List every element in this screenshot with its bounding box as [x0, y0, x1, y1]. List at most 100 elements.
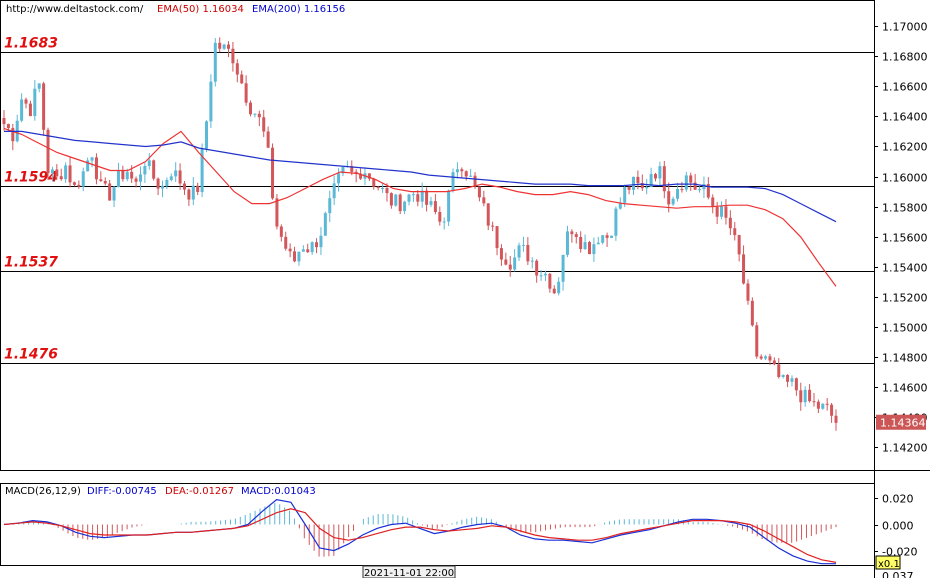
bear-candle — [746, 283, 750, 301]
bear-candle — [55, 169, 59, 177]
ema50-legend: EMA(50) 1.16034 — [157, 4, 244, 15]
time-label: 2021-11-01 22:00 — [364, 568, 454, 578]
bull-candle — [213, 42, 217, 82]
current-price-tag — [876, 414, 926, 430]
bear-candle — [121, 170, 125, 180]
bull-candle — [821, 403, 825, 409]
bear-candle — [570, 231, 574, 235]
bull-candle — [165, 179, 169, 186]
bear-candle — [103, 181, 107, 184]
bear-candle — [460, 169, 464, 172]
bear-candle — [574, 234, 578, 237]
bull-candle — [658, 166, 662, 179]
bull-candle — [543, 273, 547, 276]
bear-candle — [284, 236, 288, 249]
bull-candle — [649, 174, 653, 188]
bear-candle — [526, 244, 530, 262]
bear-candle — [46, 129, 50, 174]
bull-candle — [341, 166, 345, 174]
bear-candle — [376, 186, 380, 189]
bear-candle — [482, 197, 486, 204]
price-tick-label: 1.15800 — [882, 202, 928, 215]
bull-candle — [253, 113, 257, 115]
bear-candle — [508, 264, 512, 270]
bear-candle — [240, 74, 244, 84]
bear-candle — [499, 248, 503, 260]
zoom-badge[interactable] — [875, 555, 901, 570]
price-tick-label: 1.14800 — [882, 352, 928, 365]
bear-candle — [640, 183, 644, 189]
bull-candle — [601, 235, 605, 243]
bear-candle — [227, 44, 231, 49]
bull-candle — [781, 374, 785, 377]
bear-candle — [816, 401, 820, 409]
macd-diff-label: DIFF:-0.00745 — [87, 486, 157, 497]
bear-candle — [425, 190, 429, 205]
price-tick-label: 1.15000 — [882, 322, 928, 335]
bear-candle — [808, 389, 812, 402]
bear-candle — [772, 360, 776, 365]
bull-candle — [561, 254, 565, 282]
bull-candle — [174, 170, 178, 177]
bear-candle — [306, 249, 310, 253]
bear-candle — [579, 236, 583, 250]
bear-candle — [605, 235, 609, 238]
bear-candle — [152, 160, 156, 179]
bull-candle — [297, 251, 301, 262]
bear-candle — [755, 325, 759, 357]
bull-candle — [451, 172, 455, 191]
macd-tick-label: 0.020 — [882, 493, 914, 506]
bull-candle — [684, 175, 688, 190]
bear-candle — [235, 63, 239, 75]
bull-candle — [209, 81, 213, 122]
bull-candle — [319, 235, 323, 248]
bear-candle — [728, 217, 732, 229]
bull-candle — [645, 187, 649, 189]
bear-candle — [587, 242, 591, 255]
bull-candle — [583, 242, 587, 250]
bear-candle — [2, 118, 6, 125]
level-label: 1.1537 — [4, 255, 58, 271]
bear-candle — [108, 183, 112, 201]
bear-candle — [711, 197, 715, 207]
price-panel-frame — [0, 0, 875, 471]
bear-candle — [262, 117, 266, 132]
bear-candle — [350, 166, 354, 172]
bear-candle — [28, 103, 32, 117]
bear-candle — [724, 206, 728, 218]
bull-candle — [204, 121, 208, 149]
bear-candle — [464, 171, 468, 177]
bull-candle — [676, 189, 680, 199]
bear-candle — [768, 356, 772, 361]
bull-candle — [37, 83, 41, 89]
bull-candle — [790, 378, 794, 382]
bull-candle — [143, 165, 147, 175]
bull-candle — [557, 281, 561, 294]
bull-candle — [539, 275, 543, 277]
bull-candle — [420, 190, 424, 202]
bear-candle — [786, 374, 790, 382]
bull-candle — [596, 242, 600, 245]
bull-candle — [328, 198, 332, 214]
level-label: 1.1683 — [4, 36, 58, 52]
bear-candle — [667, 191, 671, 205]
bull-candle — [565, 231, 569, 255]
bear-candle — [742, 254, 746, 284]
bear-candle — [398, 194, 402, 212]
bear-candle — [535, 260, 539, 276]
price-tick-label: 1.16000 — [882, 172, 928, 185]
bull-candle — [513, 257, 517, 270]
bull-candle — [310, 242, 314, 253]
bear-candle — [416, 194, 420, 202]
ema50-line — [3, 127, 837, 287]
bear-candle — [275, 198, 279, 227]
bear-candle — [689, 175, 693, 183]
price-tick-label: 1.17000 — [882, 21, 928, 34]
bull-candle — [632, 176, 636, 190]
price-tick-label: 1.15400 — [882, 262, 928, 275]
bear-candle — [134, 178, 138, 182]
bull-candle — [301, 249, 305, 252]
bull-candle — [147, 160, 151, 166]
